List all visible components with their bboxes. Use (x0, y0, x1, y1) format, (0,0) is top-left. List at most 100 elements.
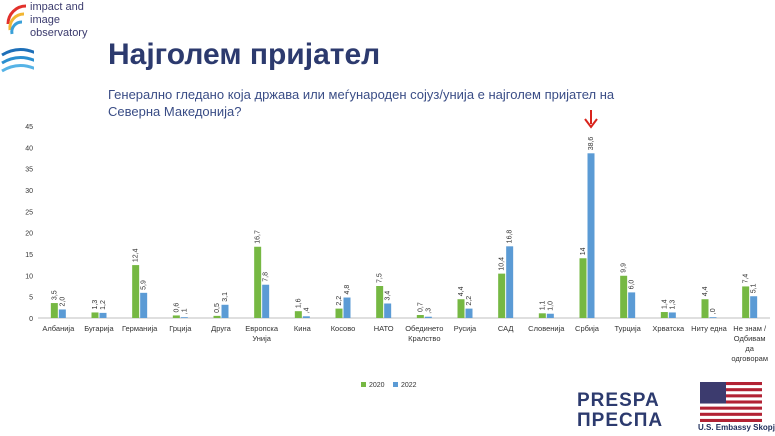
bar-2022 (58, 309, 66, 318)
category-label: Кина (294, 324, 312, 333)
embassy-label: U.S. Embassy Skopje (698, 423, 775, 432)
category-label: Бугарија (84, 324, 114, 333)
data-label-2022: 3,1 (222, 292, 229, 302)
bar-2022 (343, 297, 351, 318)
data-label-2022: 1,2 (100, 300, 107, 310)
data-label-2020: 14 (580, 247, 587, 255)
category-label: да (745, 344, 754, 353)
bar-2020 (620, 275, 628, 318)
bar-2020 (457, 299, 465, 318)
data-label-2022: 7,8 (263, 272, 270, 282)
data-label-2022: 5,9 (141, 280, 148, 290)
data-label-2022: ,0 (710, 308, 717, 314)
logo-arcs-icon (1, 4, 41, 73)
category-label: Русија (454, 324, 477, 333)
data-label-2020: 3,5 (51, 290, 58, 300)
data-label-2020: 9,9 (621, 263, 628, 273)
impact-image-observatory-logo: impact and image observatory (0, 0, 110, 80)
bar-2022 (668, 312, 676, 318)
data-label-2022: 16,8 (507, 230, 514, 244)
legend-swatch-2020 (361, 382, 366, 387)
data-label-2022: 6,0 (629, 280, 636, 290)
data-label-2020: 0,7 (417, 302, 424, 312)
data-label-2022: 1,0 (547, 301, 554, 311)
category-label: Унија (252, 334, 271, 343)
category-label: Ниту една (691, 324, 727, 333)
bar-2020 (579, 258, 587, 318)
category-label: САД (498, 324, 514, 333)
arrow-head (584, 118, 598, 129)
bar-2020 (498, 273, 506, 318)
bar-2020 (701, 299, 709, 318)
category-label: Германија (122, 324, 158, 333)
logo-text-line2: image (30, 14, 60, 26)
y-tick-label: 25 (25, 209, 33, 216)
y-tick-label: 35 (25, 167, 33, 174)
category-label: Словенија (528, 324, 565, 333)
chart-axes: 0 5 10 15 20 25 30 35 40 45 (25, 124, 770, 323)
bar-2022 (546, 313, 554, 318)
us-flag-icon (700, 382, 762, 422)
data-label-2020: 0,5 (214, 303, 221, 313)
legend-swatch-2022 (393, 382, 398, 387)
data-label-2022: 3,4 (385, 291, 392, 301)
chart-question: Генерално гледано која држава или меѓуна… (108, 87, 615, 119)
y-tick-label: 5 (29, 295, 33, 302)
bar-2022 (628, 292, 636, 318)
category-label: Европска (245, 324, 279, 333)
y-tick-label: 10 (25, 273, 33, 280)
bar-2020 (172, 315, 180, 318)
data-label-2022: 2,0 (59, 297, 66, 307)
data-label-2020: 4,4 (702, 286, 709, 296)
highlight-arrow (584, 110, 598, 129)
y-tick-label: 30 (25, 188, 33, 195)
bar-2022 (140, 292, 148, 318)
page-title: Најголем пријател (108, 38, 381, 71)
chart-bars (50, 153, 758, 318)
bar-2020 (132, 265, 140, 318)
bar-2020 (50, 303, 58, 318)
legend-label-2020: 2020 (369, 382, 385, 389)
data-label-2020: 1,4 (661, 299, 668, 309)
data-label-2022: 2,2 (466, 296, 473, 306)
prespa-logo: PRESPA ПРЕСПА (577, 390, 662, 430)
bar-2020 (254, 246, 262, 318)
bar-2020 (213, 315, 221, 318)
category-label: Грција (169, 324, 192, 333)
data-label-2020: 2,2 (336, 296, 343, 306)
bar-2020 (376, 286, 384, 318)
category-label: Обединето (405, 324, 443, 333)
data-label-2022: 4,8 (344, 285, 351, 295)
y-tick-label: 15 (25, 252, 33, 259)
data-label-2020: 12,4 (133, 248, 140, 262)
bar-2022 (465, 308, 473, 318)
data-label-2022: ,4 (303, 307, 310, 313)
data-label-2020: 7,4 (743, 274, 750, 284)
logo-text-line1: impact and (30, 1, 84, 13)
data-label-2022: 1,3 (669, 300, 676, 310)
chart-legend: 2020 2022 (361, 382, 417, 389)
data-label-2020: 16,7 (255, 230, 262, 244)
bar-2022 (424, 316, 432, 318)
category-label: Турција (615, 324, 642, 333)
data-label-2020: 7,5 (377, 273, 384, 283)
bar-2020 (335, 308, 343, 318)
category-label: Друга (211, 324, 231, 333)
logo-text-line3: observatory (30, 27, 88, 39)
bar-2022 (262, 284, 270, 318)
bar-2020 (294, 311, 302, 318)
category-label: одговорам (731, 354, 768, 363)
data-label-2020: 4,4 (458, 286, 465, 296)
bar-2020 (538, 313, 546, 318)
chart-data-labels: 3,52,0 1,3 1,212,45,90,6,1 0,53,116,77,81,6… (51, 137, 757, 315)
bar-2022 (180, 317, 188, 318)
data-label-2020: 10,4 (499, 257, 506, 271)
data-label-2022: ,3 (425, 308, 432, 314)
data-label-2022: ,1 (181, 308, 188, 314)
data-label-2020: 1,1 (539, 300, 546, 310)
bar-2020 (91, 312, 99, 318)
data-label-2020: 1,3 (92, 300, 99, 310)
bar-2022 (384, 303, 392, 318)
bar-2022 (221, 304, 229, 318)
